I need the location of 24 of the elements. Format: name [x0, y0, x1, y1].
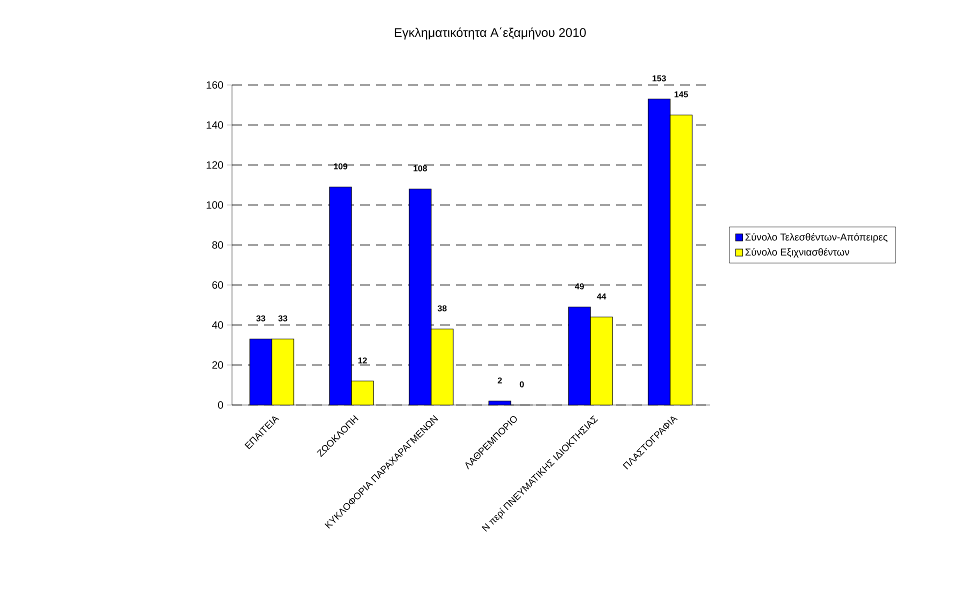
legend-label: Σύνολο Εξιχνιασθέντων — [745, 248, 850, 258]
chart-title: Εγκληματικότητα Α΄εξαμήνου 2010 — [394, 27, 586, 40]
data-label: 12 — [358, 357, 367, 364]
y-tick-label: 140 — [206, 121, 224, 129]
data-label: 153 — [652, 75, 666, 82]
y-tick-label: 60 — [212, 281, 224, 289]
y-tick-label: 160 — [206, 81, 224, 89]
data-label: 145 — [674, 91, 688, 98]
y-tick-label: 40 — [212, 321, 224, 329]
y-tick-label: 120 — [206, 161, 224, 169]
data-label: 109 — [334, 163, 348, 170]
data-label: 33 — [256, 315, 266, 322]
data-label: 33 — [278, 315, 288, 322]
data-label: 49 — [574, 283, 584, 290]
y-tick-label: 80 — [212, 241, 224, 249]
data-label: 2 — [498, 377, 502, 384]
data-label: 38 — [438, 305, 447, 312]
y-tick-label: 20 — [212, 361, 224, 369]
data-label: 0 — [520, 381, 524, 388]
y-tick-label: 0 — [218, 401, 224, 409]
data-label: 44 — [596, 294, 606, 300]
legend-label: Σύνολο Τελεσθέντων-Απόπειρες — [745, 232, 888, 243]
data-label: 108 — [414, 165, 427, 172]
y-tick-label: 100 — [206, 201, 224, 209]
